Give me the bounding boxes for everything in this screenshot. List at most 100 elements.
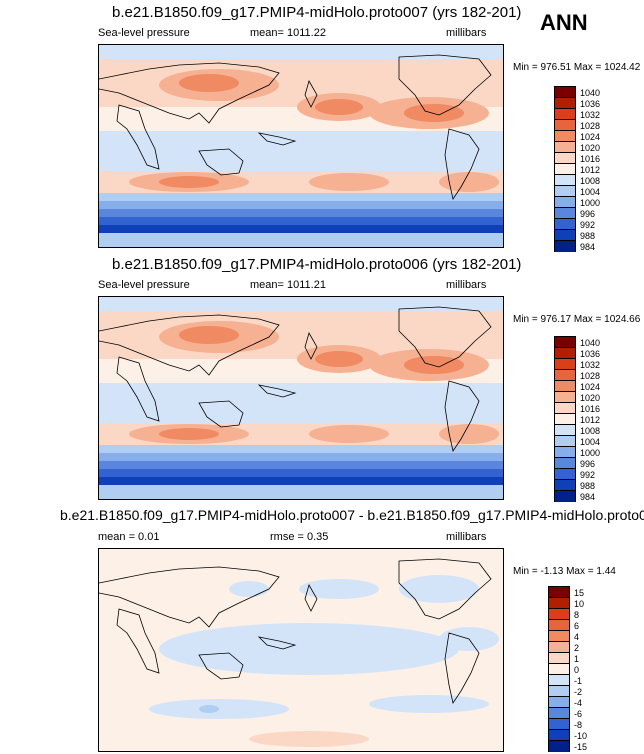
panel1-variable-label: Sea-level pressure [98, 27, 190, 39]
colorbar-tick-label: 1024 [580, 132, 601, 142]
panel2-title: b.e21.B1850.f09_g17.PMIP4-midHolo.proto0… [112, 256, 522, 273]
colorbar-tick-label: 1016 [580, 404, 601, 414]
colorbar-tick-label: 8 [574, 610, 580, 620]
colorbar-tick-label: -2 [574, 687, 583, 697]
colorbar-swatch [549, 730, 569, 741]
colorbar-swatch [549, 675, 569, 686]
colorbar-tick-label: 1016 [580, 154, 601, 164]
colorbar-tick-label: 996 [580, 209, 596, 219]
colorbar-tick-label: 988 [580, 481, 596, 491]
colorbar-swatch [555, 370, 575, 381]
colorbar-tick-label: 1020 [580, 143, 601, 153]
colorbar-tick-label: -4 [574, 698, 583, 708]
panel1-mean: mean= 1011.22 [250, 27, 326, 39]
colorbar-swatch [555, 175, 575, 186]
colorbar-tick-label: 1000 [580, 198, 601, 208]
colorbar-tick-label: 4 [574, 632, 580, 642]
colorbar-swatch [555, 425, 575, 436]
panel2-slp-field [99, 297, 503, 499]
colorbar-swatch [555, 186, 575, 197]
colorbar-tick-label: 1000 [580, 448, 601, 458]
colorbar-swatch [549, 719, 569, 730]
colorbar-swatch [555, 447, 575, 458]
panel3-units: millibars [446, 531, 487, 543]
colorbar-tick-label: -15 [574, 742, 588, 752]
colorbar-swatch [555, 348, 575, 359]
colorbar-tick-label: 10 [574, 599, 585, 609]
panel3-map [98, 548, 504, 752]
panel2-mean: mean= 1011.21 [250, 279, 326, 291]
panel1-colorbar [554, 86, 576, 252]
colorbar-swatch [549, 598, 569, 609]
panel3-rmse: rmse = 0.35 [270, 531, 329, 543]
panel1-colorbar-labels: 1040 1036 1032 1028 1024 1020 1016 1012 1008 1004… [580, 88, 600, 253]
colorbar-swatch [555, 458, 575, 469]
panel3-colorbar [548, 586, 570, 752]
colorbar-tick-label: 992 [580, 470, 596, 480]
panel1-title: b.e21.B1850.f09_g17.PMIP4-midHolo.proto0… [112, 4, 522, 21]
season-label: ANN [540, 10, 588, 35]
colorbar-swatch [555, 164, 575, 175]
colorbar-tick-label: 1020 [580, 393, 601, 403]
colorbar-swatch [555, 392, 575, 403]
colorbar-swatch [549, 708, 569, 719]
colorbar-swatch [549, 631, 569, 642]
colorbar-swatch [555, 109, 575, 120]
colorbar-swatch [555, 120, 575, 131]
colorbar-tick-label: 984 [580, 492, 596, 502]
colorbar-tick-label: -6 [574, 709, 583, 719]
panel1-units: millibars [446, 27, 487, 39]
colorbar-swatch [555, 230, 575, 241]
colorbar-tick-label: 1036 [580, 349, 601, 359]
panel3-diff-field [99, 549, 503, 751]
panel2-minmax: Min = 976.17 Max = 1024.66 [513, 314, 641, 325]
colorbar-swatch [555, 87, 575, 98]
colorbar-swatch [549, 686, 569, 697]
panel2-map [98, 296, 504, 500]
colorbar-swatch [555, 337, 575, 348]
colorbar-swatch [549, 664, 569, 675]
panel3-minmax: Min = -1.13 Max = 1.44 [513, 566, 616, 577]
panel3-mean: mean = 0.01 [98, 531, 160, 543]
colorbar-tick-label: 1004 [580, 187, 601, 197]
panel2-units: millibars [446, 279, 487, 291]
colorbar-tick-label: 1036 [580, 99, 601, 109]
colorbar-swatch [555, 414, 575, 425]
colorbar-swatch [555, 359, 575, 370]
panel1-slp-field [99, 45, 503, 247]
colorbar-tick-label: 984 [580, 242, 596, 252]
colorbar-tick-label: 1 [574, 654, 580, 664]
colorbar-swatch [549, 609, 569, 620]
colorbar-swatch [555, 403, 575, 414]
colorbar-swatch [549, 642, 569, 653]
colorbar-tick-label: -1 [574, 676, 583, 686]
colorbar-tick-label: 1040 [580, 88, 601, 98]
colorbar-swatch [555, 153, 575, 164]
colorbar-tick-label: 1032 [580, 360, 601, 370]
colorbar-tick-label: 15 [574, 588, 585, 598]
colorbar-swatch [549, 653, 569, 664]
colorbar-swatch [549, 697, 569, 708]
colorbar-swatch [555, 219, 575, 230]
colorbar-swatch [555, 491, 575, 502]
colorbar-swatch [549, 620, 569, 631]
colorbar-tick-label: 996 [580, 459, 596, 469]
colorbar-tick-label: 2 [574, 643, 580, 653]
colorbar-swatch [555, 98, 575, 109]
panel3-colorbar-labels: 15 10 8 6 4 2 1 0 -1 -2 -4 -6 -8 -10 -15 [574, 588, 587, 753]
colorbar-swatch [555, 436, 575, 447]
colorbar-tick-label: 0 [574, 665, 580, 675]
colorbar-swatch [555, 241, 575, 252]
colorbar-swatch [555, 480, 575, 491]
panel3-title: b.e21.B1850.f09_g17.PMIP4-midHolo.proto0… [60, 507, 644, 523]
colorbar-tick-label: 1028 [580, 121, 601, 131]
colorbar-swatch [555, 208, 575, 219]
colorbar-tick-label: 1024 [580, 382, 601, 392]
colorbar-tick-label: -10 [574, 731, 588, 741]
colorbar-tick-label: 1028 [580, 371, 601, 381]
colorbar-swatch [555, 469, 575, 480]
panel1-minmax: Min = 976.51 Max = 1024.42 [513, 62, 641, 73]
colorbar-swatch [555, 131, 575, 142]
panel1-map [98, 44, 504, 248]
colorbar-tick-label: -8 [574, 720, 583, 730]
